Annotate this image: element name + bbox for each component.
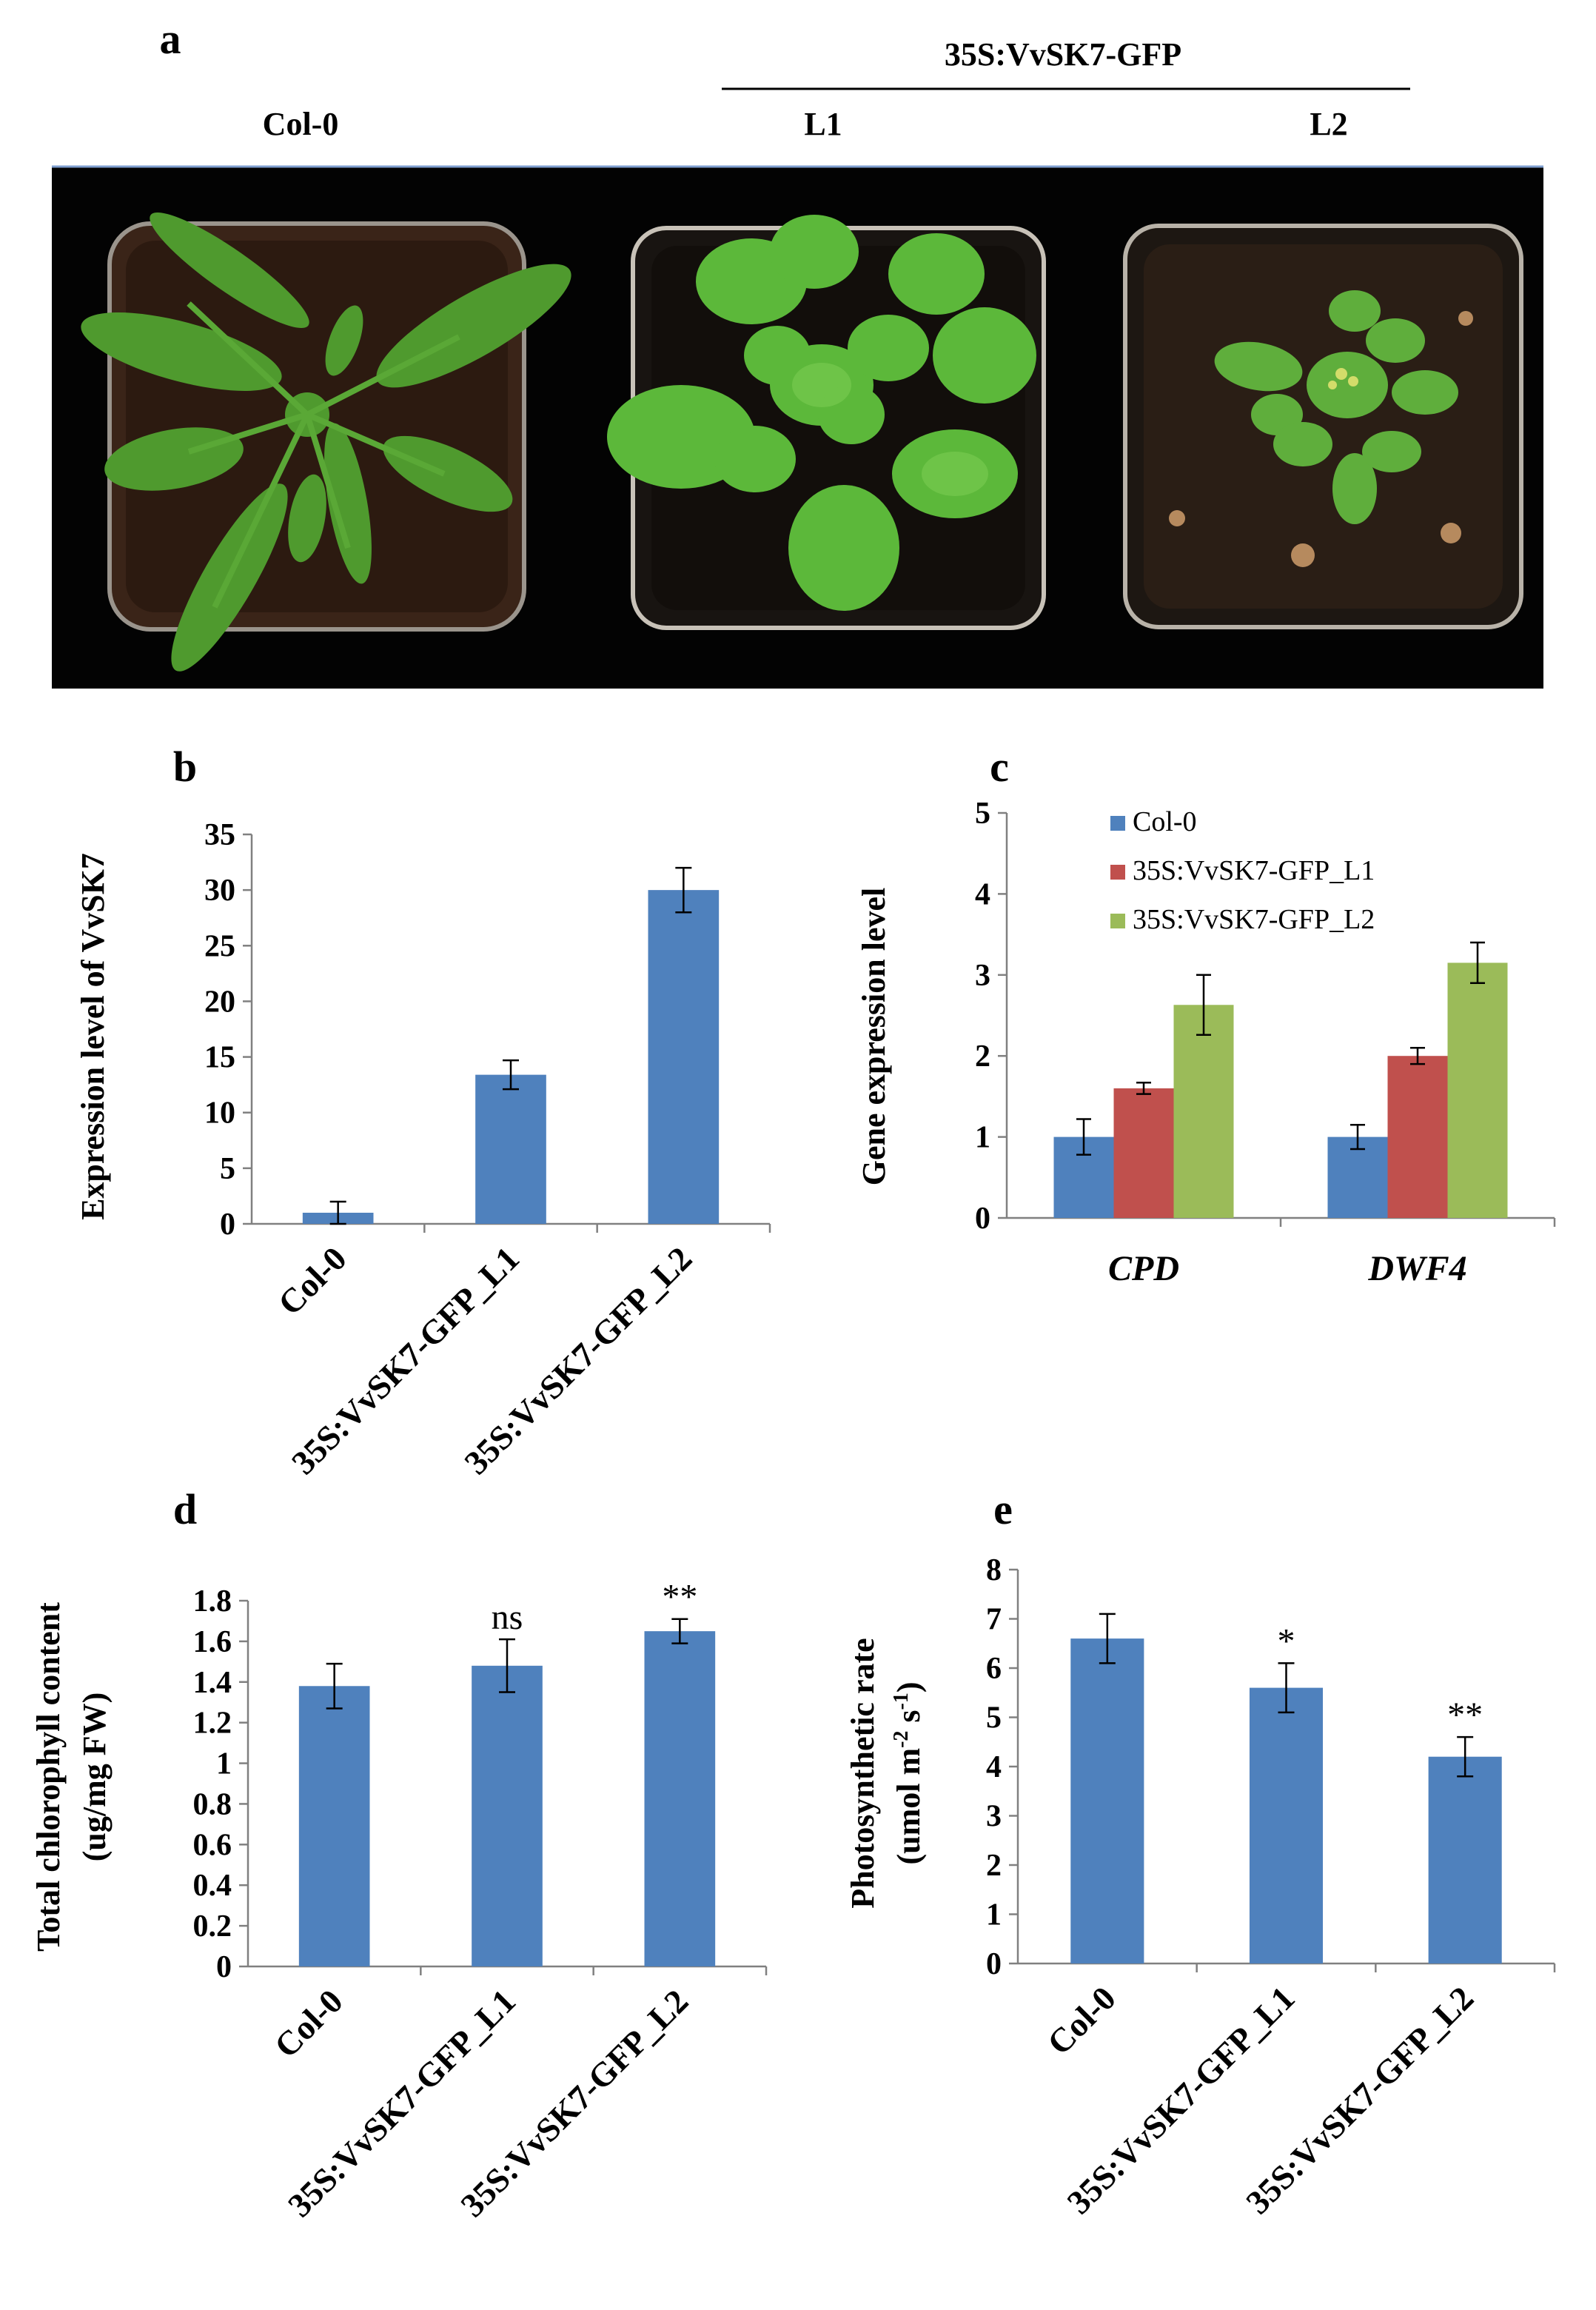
legend-label: Col-0	[1133, 806, 1197, 837]
y-tick-label: 1	[975, 1121, 990, 1155]
legend-label: 35S:VvSK7-GFP_L1	[1133, 855, 1375, 886]
bar	[1327, 1136, 1388, 1218]
x-category-label: Col-0	[1040, 1979, 1123, 2062]
significance-label: *	[1278, 1621, 1295, 1661]
y-tick-label: 1.4	[193, 1666, 232, 1700]
significance-label: **	[662, 1578, 697, 1617]
y-axis-label: Gene expression level	[856, 888, 892, 1185]
y-tick-label: 5	[986, 1701, 1002, 1735]
x-category-label: DWF4	[1367, 1249, 1466, 1288]
y-axis-label-unit: (umol m	[891, 1748, 927, 1865]
plant-photo	[52, 165, 1543, 689]
y-axis-label-line1: Total chlorophyll content	[30, 1602, 67, 1952]
y-tick-label: 3	[975, 959, 990, 993]
x-category-label: CPD	[1108, 1249, 1179, 1288]
bar	[648, 890, 720, 1224]
y-tick-label: 1	[216, 1747, 232, 1781]
y-axis-label-line1: Photosynthetic rate	[845, 1638, 881, 1908]
y-tick-label: 10	[204, 1097, 235, 1131]
chart-c: 0 1 2 3 4 5 CPD DWF4 Gene expression level Col-0 3…	[856, 797, 1556, 1288]
y-axis-label: Expression level of VvSK7	[75, 853, 111, 1220]
plant-label-l2: L2	[1310, 106, 1347, 142]
y-tick-label: 0	[220, 1208, 235, 1242]
y-tick-label: 0	[216, 1950, 232, 1984]
bar	[1428, 1756, 1502, 1964]
bar	[1173, 1005, 1234, 1218]
y-tick-label: 7	[986, 1603, 1002, 1637]
bar	[1447, 962, 1508, 1218]
y-axis-label-sup: -2	[890, 1731, 913, 1748]
y-axis-label-line2: (ug/mg FW)	[76, 1693, 113, 1862]
y-tick-label: 8	[986, 1553, 1002, 1587]
panel-b-label: b	[173, 743, 197, 791]
y-axis-label: Total chlorophyll content (ug/mg FW)	[30, 1602, 113, 1952]
y-tick-label: 2	[986, 1849, 1002, 1883]
y-tick-label: 4	[975, 877, 990, 911]
y-tick-label: 25	[204, 929, 235, 963]
y-axis-label-unit: s	[891, 1710, 927, 1730]
bar	[1070, 1638, 1144, 1964]
y-axis-label-sup: -1	[890, 1693, 913, 1710]
significance-label: ns	[492, 1598, 523, 1637]
bar	[298, 1686, 370, 1966]
y-tick-label: 0.8	[193, 1787, 232, 1821]
x-category-label: Col-0	[271, 1239, 354, 1322]
y-tick-label: 2	[975, 1040, 990, 1074]
bar	[472, 1665, 543, 1966]
legend-label: 35S:VvSK7-GFP_L2	[1133, 904, 1375, 935]
y-tick-label: 15	[204, 1041, 235, 1075]
group-label: 35S:VvSK7-GFP	[945, 36, 1181, 73]
y-tick-label: 1	[986, 1898, 1002, 1932]
legend-swatch	[1110, 865, 1125, 880]
y-tick-label: 5	[220, 1152, 235, 1186]
bar	[1113, 1088, 1174, 1218]
x-category-label: Col-0	[267, 1982, 350, 2065]
y-tick-label: 4	[986, 1750, 1002, 1784]
y-tick-label: 0.4	[193, 1869, 232, 1903]
y-axis-label-unit: )	[891, 1681, 927, 1693]
y-tick-label: 0.6	[193, 1828, 232, 1862]
bar	[1249, 1687, 1324, 1964]
panel-a-label: a	[160, 15, 181, 63]
plant-label-l1: L1	[804, 106, 842, 142]
y-tick-label: 1.6	[193, 1625, 232, 1659]
pot-l1	[607, 215, 1046, 630]
chart-d: 00.20.40.60.811.21.41.61.8 ns**Col-035S:V…	[30, 1578, 768, 2224]
y-tick-label: 0	[975, 1202, 990, 1236]
panel-e-label: e	[993, 1485, 1013, 1533]
legend-swatch	[1110, 816, 1125, 831]
significance-label: **	[1447, 1695, 1483, 1735]
bar	[475, 1074, 546, 1224]
y-tick-label: 5	[975, 797, 990, 831]
y-tick-label: 1.2	[193, 1707, 232, 1741]
y-tick-label: 30	[204, 874, 235, 908]
y-tick-label: 20	[204, 985, 235, 1019]
y-tick-label: 6	[986, 1652, 1002, 1686]
y-tick-label: 3	[986, 1800, 1002, 1834]
plant-label-col0: Col-0	[263, 106, 339, 142]
bar	[644, 1631, 716, 1966]
pot-col0	[81, 212, 571, 672]
y-tick-label: 0	[986, 1947, 1002, 1981]
chart-e: 012345678***Col-035S:VvSK7-GFP_L135S:VvS…	[845, 1553, 1556, 2221]
legend-swatch	[1110, 914, 1125, 928]
panel-c-label: c	[990, 743, 1009, 791]
y-tick-label: 35	[204, 818, 235, 852]
panel-d-label: d	[173, 1485, 197, 1533]
pot-l2	[1123, 224, 1523, 629]
bar	[1387, 1056, 1448, 1218]
chart-b: 05101520253035Col-035S:VvSK7-GFP_L135S:V…	[75, 818, 771, 1482]
y-tick-label: 1.8	[193, 1584, 232, 1618]
y-tick-label: 0.2	[193, 1909, 232, 1944]
y-axis-label: Photosynthetic rate (umol m-2 s-1)	[845, 1638, 927, 1908]
